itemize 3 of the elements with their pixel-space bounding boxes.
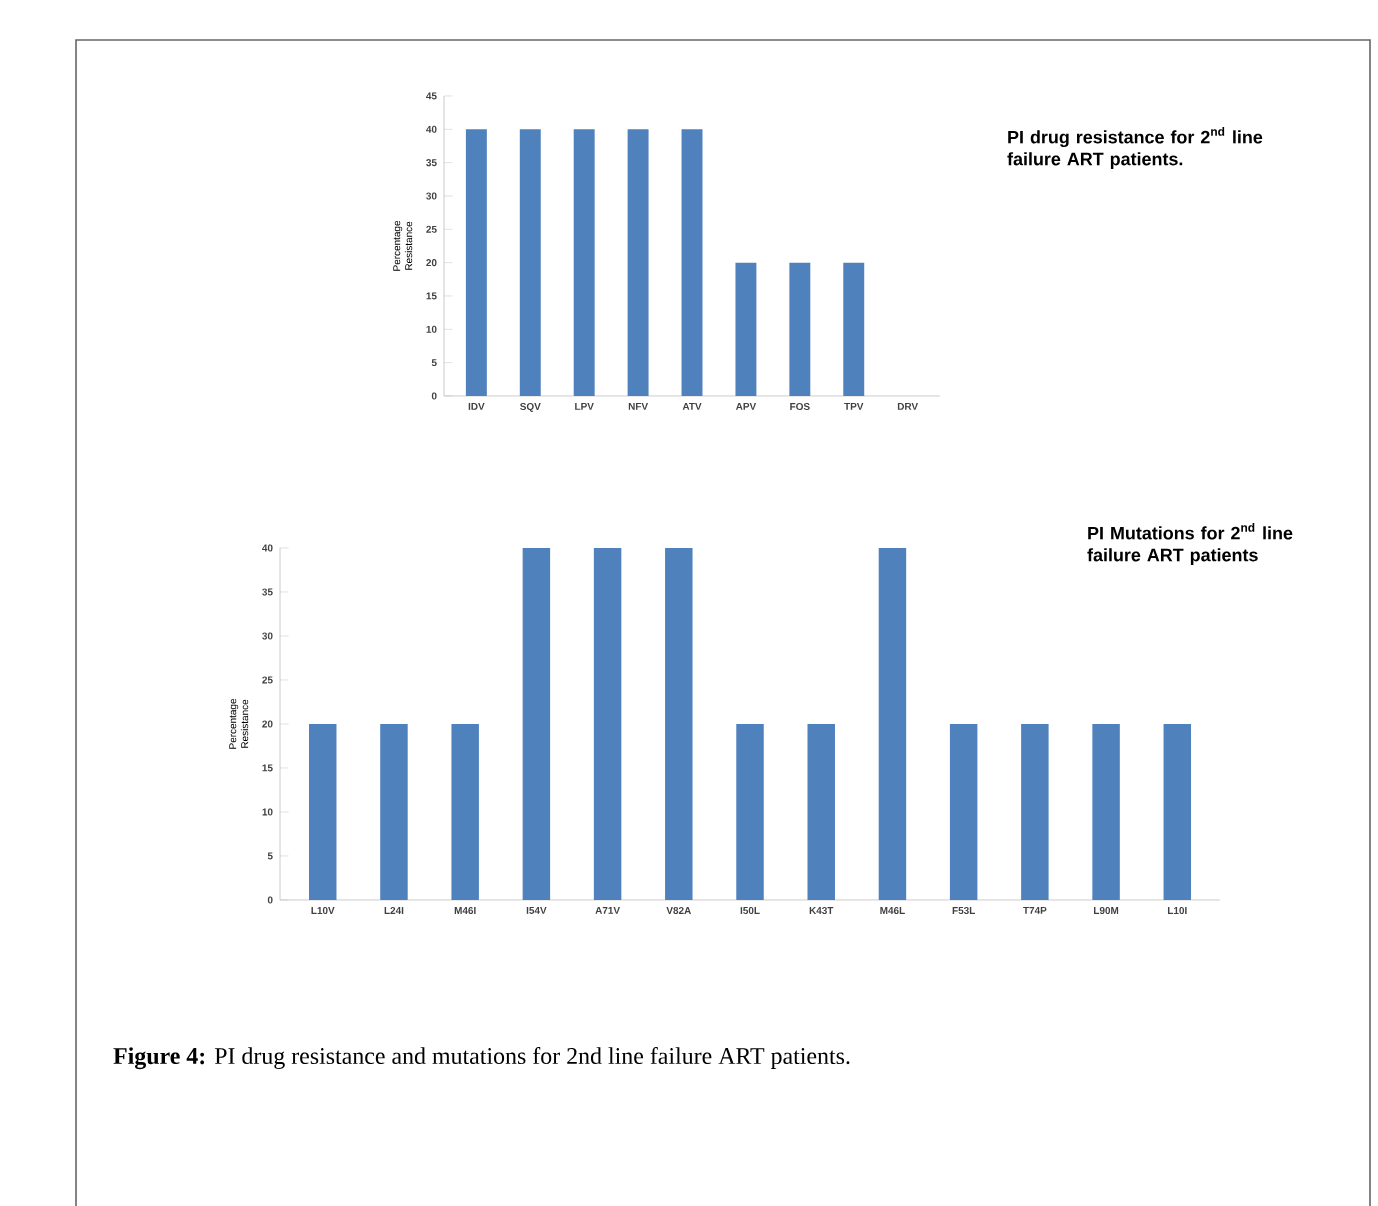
chart-title: PI drug resistance for 2$^{nd}$ line failure ART patients.: [1007, 126, 1263, 169]
chart-title: PI Mutations for 2$^{nd}$ line failure ART patients: [1087, 522, 1293, 565]
text: Figure 4: PI drug resistance and mutations for 2nd line failure ART patients.: [113, 1047, 850, 1070]
